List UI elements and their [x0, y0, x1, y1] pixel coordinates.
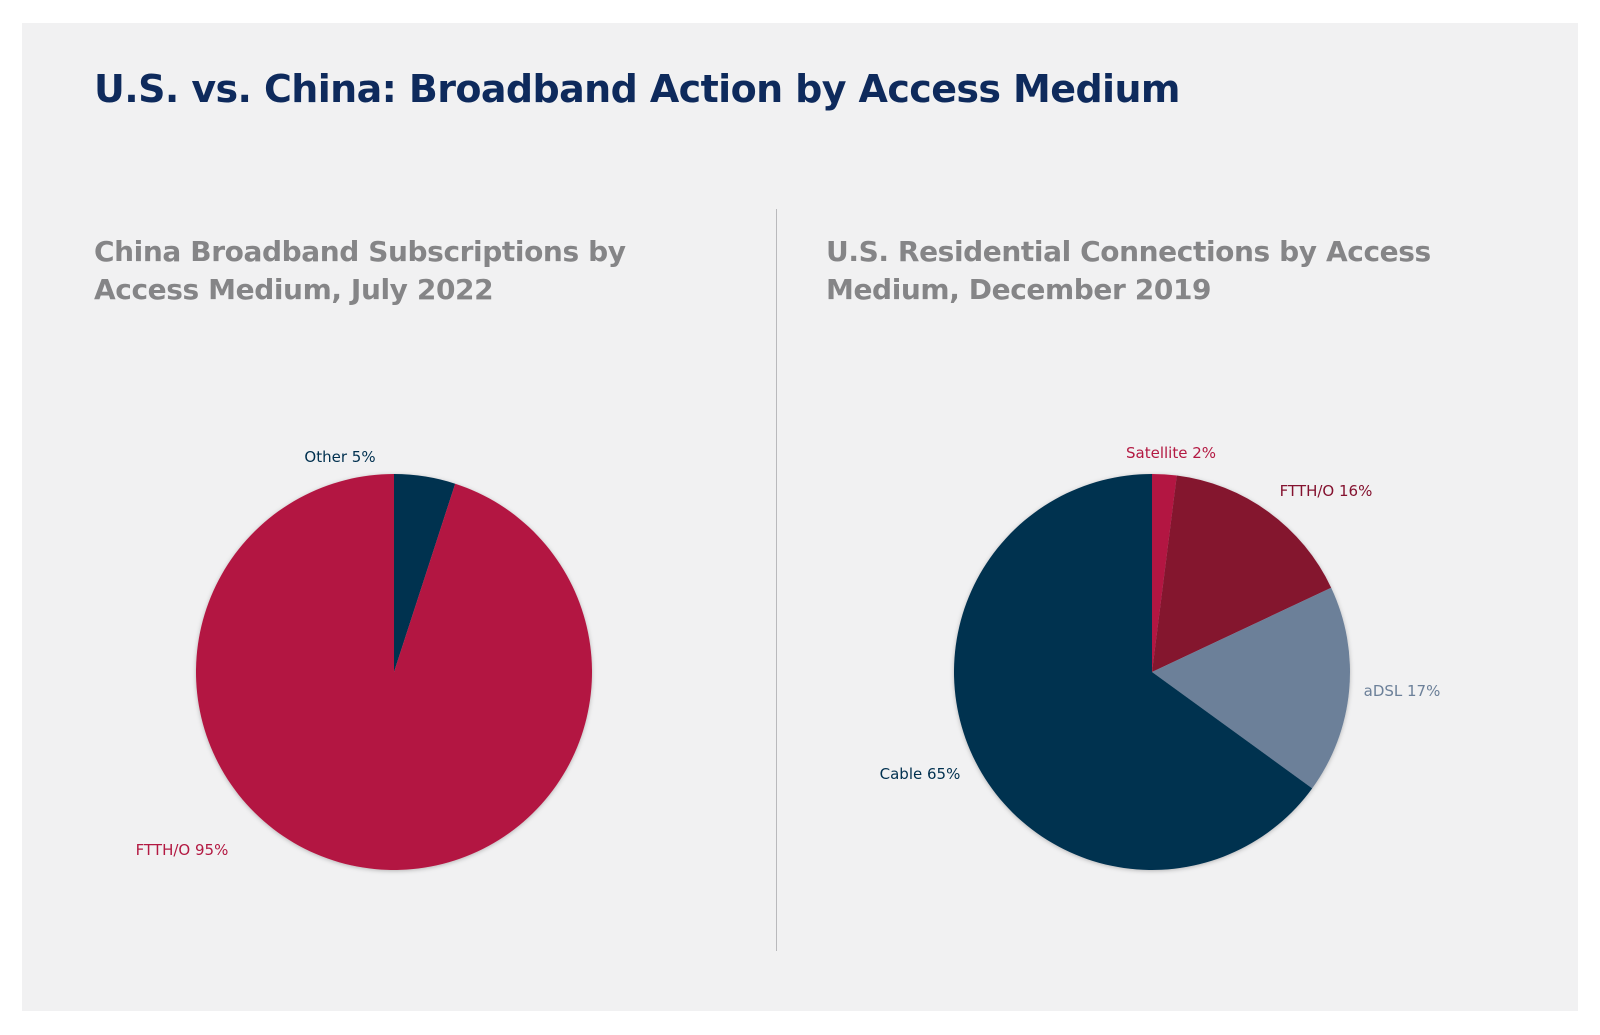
- china-slice-other: [394, 474, 456, 672]
- china-pie-chart: Other 5% FTTH/O 95%: [136, 448, 592, 870]
- us-label-cable: Cable 65%: [880, 765, 961, 783]
- chart-divider: [776, 209, 777, 951]
- china-chart-title-line-1: China Broadband Subscriptions by: [94, 235, 626, 268]
- us-chart-title-line-2: Medium, December 2019: [826, 273, 1212, 306]
- us-pie-chart: Satellite 2% FTTH/O 16% aDSL 17% Cable 65%: [880, 444, 1441, 871]
- page-title: U.S. vs. China: Broadband Action by Acce…: [94, 67, 1181, 111]
- us-slice-ftth-o: [1152, 475, 1332, 672]
- china-slice-ftth-o: [195, 474, 592, 870]
- us-label-adsl: aDSL 17%: [1364, 682, 1441, 700]
- china-label-ftth-o: FTTH/O 95%: [136, 841, 229, 859]
- china-chart-title-line-2: Access Medium, July 2022: [94, 273, 494, 306]
- us-slice-cable: [954, 474, 1313, 871]
- us-chart-title: U.S. Residential Connections by Access M…: [826, 233, 1466, 309]
- us-slice-satellite: [1152, 474, 1177, 672]
- us-pie-slices: [954, 474, 1351, 871]
- china-chart-title: China Broadband Subscriptions by Access …: [94, 233, 654, 309]
- us-chart-title-line-1: U.S. Residential Connections by Access: [826, 235, 1431, 268]
- us-label-ftth-o: FTTH/O 16%: [1280, 482, 1373, 500]
- china-pie-slices: [195, 474, 592, 870]
- chart-panel: U.S. vs. China: Broadband Action by Acce…: [22, 23, 1578, 1011]
- china-label-other: Other 5%: [304, 448, 375, 466]
- us-slice-adsl: [1152, 587, 1351, 789]
- us-label-satellite: Satellite 2%: [1126, 444, 1216, 462]
